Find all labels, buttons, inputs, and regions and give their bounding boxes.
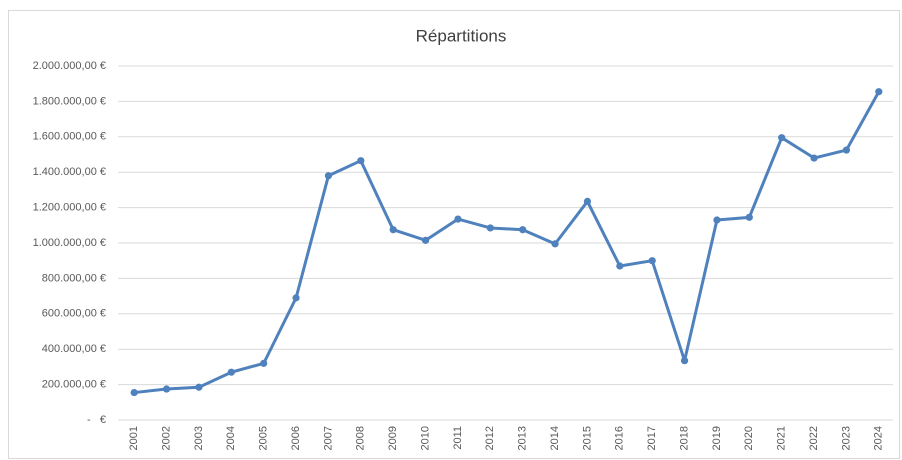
marker <box>551 240 559 248</box>
x-tick-label: 2011 <box>452 426 464 450</box>
x-tick-label: 2016 <box>614 426 626 450</box>
line-series <box>134 90 881 395</box>
y-tick-label: 1.200.000,00 € <box>33 202 106 214</box>
x-tick-label: 2019 <box>711 426 723 450</box>
x-tick-label: 2018 <box>678 426 690 450</box>
marker <box>292 294 300 302</box>
marker <box>713 216 721 224</box>
marker <box>357 157 365 165</box>
marker <box>421 236 430 244</box>
x-tick-label: 2001 <box>128 426 140 450</box>
x-tick-label: 2009 <box>387 426 399 450</box>
x-tick-label: 2003 <box>193 426 205 450</box>
x-tick-label: 2008 <box>355 426 367 450</box>
chart-title: Répartitions <box>416 26 507 45</box>
marker <box>389 226 397 234</box>
marker <box>324 172 333 180</box>
marker <box>745 213 753 221</box>
x-tick-label: 2005 <box>258 426 270 450</box>
y-tick-label: 1.800.000,00 € <box>33 95 106 107</box>
marker <box>162 385 171 393</box>
y-tick-label: 1.400.000,00 € <box>33 166 106 178</box>
y-tick-label: 1.600.000,00 € <box>33 131 106 143</box>
y-tick-label: 2.000.000,00 € <box>33 60 106 72</box>
x-tick-label: 2014 <box>549 426 561 450</box>
y-tick-label: - € <box>87 414 106 426</box>
x-tick-label: 2010 <box>419 426 431 450</box>
marker <box>486 224 494 232</box>
marker <box>519 226 527 234</box>
y-tick-label: 400.000,00 € <box>42 343 106 355</box>
x-tick-label: 2012 <box>484 426 496 450</box>
y-tick-label: 800.000,00 € <box>42 272 106 284</box>
x-tick-label: 2006 <box>290 426 302 450</box>
marker <box>260 359 268 367</box>
x-tick-label: 2023 <box>840 426 852 450</box>
x-tick-label: 2013 <box>517 426 529 450</box>
x-tick-label: 2017 <box>646 426 658 450</box>
marker <box>130 388 138 397</box>
x-tick-label: 2022 <box>808 426 820 450</box>
x-tick-label: 2024 <box>873 426 885 450</box>
marker <box>195 383 203 391</box>
y-tick-label: 1.000.000,00 € <box>33 237 106 249</box>
x-tick-label: 2015 <box>581 426 593 450</box>
marker <box>616 262 624 270</box>
marker <box>842 146 851 154</box>
x-tick-label: 2007 <box>322 426 334 450</box>
marker <box>778 134 786 142</box>
chart-border <box>8 10 900 459</box>
marker <box>680 357 689 365</box>
y-tick-label: 600.000,00 € <box>42 308 106 320</box>
y-tick-label: 200.000,00 € <box>42 379 106 391</box>
marker <box>875 88 883 96</box>
marker <box>227 368 235 376</box>
x-tick-label: 2002 <box>160 426 172 450</box>
x-tick-label: 2004 <box>225 426 237 450</box>
marker <box>810 154 818 162</box>
x-tick-label: 2020 <box>743 426 755 450</box>
marker <box>648 257 656 265</box>
marker <box>454 215 462 223</box>
marker <box>583 197 592 206</box>
x-tick-label: 2021 <box>776 426 788 450</box>
